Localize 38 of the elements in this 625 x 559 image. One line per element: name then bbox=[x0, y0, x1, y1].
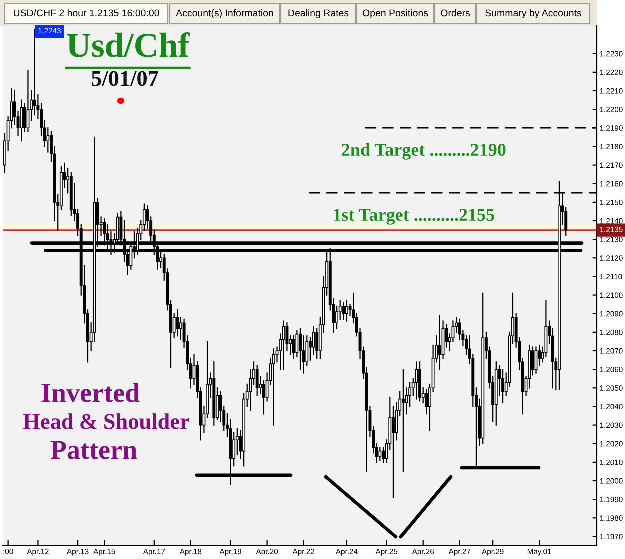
candlestick bbox=[502, 369, 505, 404]
candlestick bbox=[438, 315, 442, 370]
candlestick bbox=[232, 432, 236, 467]
candlestick bbox=[176, 310, 180, 337]
candlestick bbox=[179, 317, 182, 340]
candlestick bbox=[538, 344, 542, 366]
text: Summary by Accounts bbox=[486, 9, 582, 19]
candlestick bbox=[392, 406, 395, 498]
annotation: Usd/Chf bbox=[67, 32, 190, 58]
candlestick bbox=[378, 447, 382, 462]
annotation: Inverted bbox=[42, 383, 140, 402]
candlestick bbox=[415, 362, 418, 400]
candlestick bbox=[531, 346, 534, 376]
text: Orders bbox=[441, 9, 470, 17]
candlestick bbox=[299, 328, 302, 370]
candlestick bbox=[425, 389, 428, 415]
candlestick bbox=[46, 128, 50, 153]
candlestick bbox=[382, 447, 385, 463]
candlestick bbox=[262, 380, 266, 415]
candlestick bbox=[33, 29, 36, 116]
candlestick bbox=[20, 100, 24, 142]
text: Open Positions bbox=[362, 9, 428, 19]
candlestick bbox=[316, 328, 319, 359]
candlestick bbox=[342, 302, 346, 320]
candlestick bbox=[282, 320, 286, 370]
ref-line-label: 2nd Target .........2190 bbox=[342, 143, 506, 160]
candlestick bbox=[292, 336, 296, 359]
annotation: Pattern bbox=[50, 441, 138, 460]
chart-title: USD/CHF 2 hour 1.2135 16:00:00 bbox=[14, 9, 160, 17]
annotation: 5/01/07 bbox=[92, 71, 158, 86]
annotation: Head & Shoulder bbox=[24, 414, 190, 430]
ref-line-label: 1st Target ..........2155 bbox=[334, 208, 494, 225]
candlestick bbox=[272, 348, 276, 426]
text: Account(s) Information bbox=[176, 9, 274, 19]
candlestick bbox=[256, 365, 259, 396]
text: Dealing Rates bbox=[288, 9, 349, 19]
candlestick bbox=[402, 369, 405, 472]
candlestick bbox=[346, 300, 348, 322]
